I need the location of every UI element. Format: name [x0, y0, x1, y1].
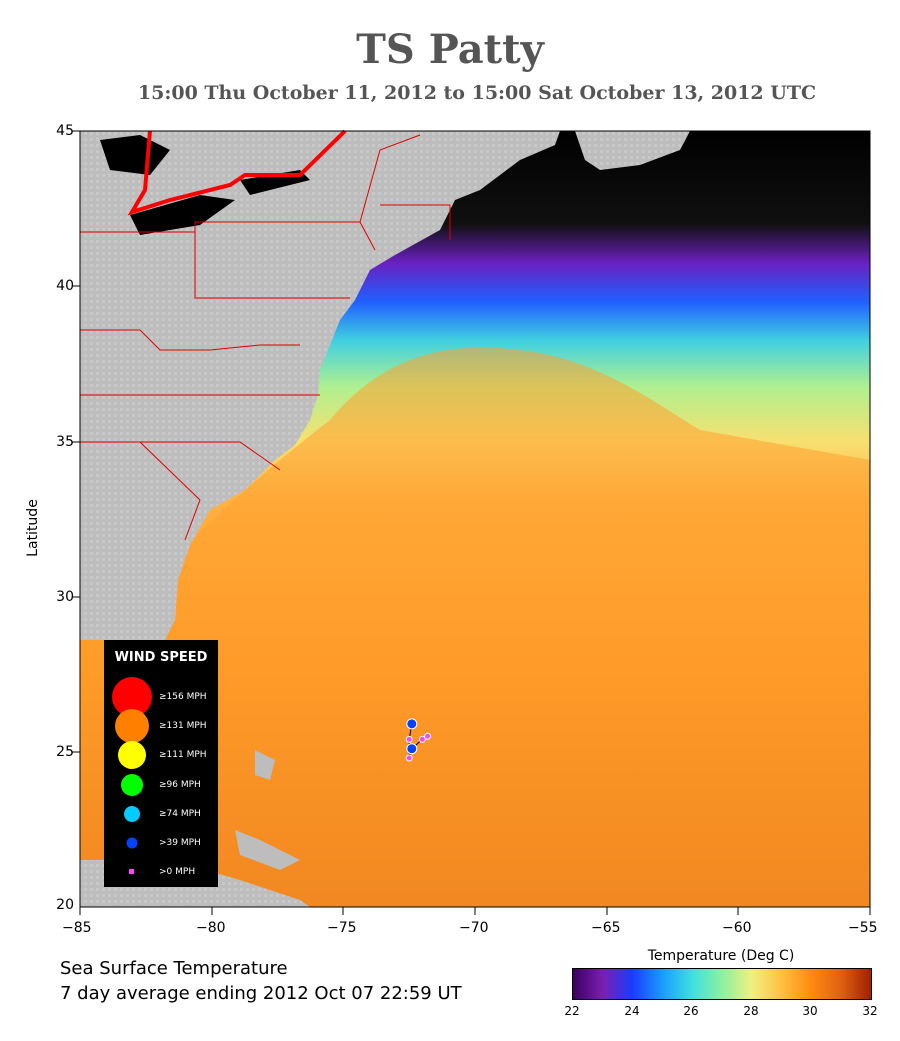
legend-label: >39 MPH — [159, 838, 201, 848]
lon-tick: −55 — [848, 920, 878, 936]
legend-marker-111 — [118, 741, 146, 769]
lat-tick: 20 — [56, 897, 74, 913]
storm-track-point — [406, 718, 418, 730]
storm-track-point — [406, 743, 418, 755]
legend-title: WIND SPEED — [114, 650, 208, 665]
legend-label: ≥156 MPH — [159, 692, 207, 702]
lon-tick: −75 — [327, 920, 357, 936]
colorbar-title: Temperature (Deg C) — [647, 948, 795, 964]
legend-label: ≥96 MPH — [159, 780, 201, 790]
lon-tick: −70 — [459, 920, 489, 936]
lat-tick: 30 — [56, 589, 74, 605]
lat-tick: 25 — [56, 744, 74, 760]
lon-tick: −80 — [196, 920, 226, 936]
colorbar-tick: 24 — [624, 1004, 640, 1018]
legend-marker-74 — [124, 806, 140, 822]
lat-tick: 45 — [56, 123, 74, 139]
lat-tick: 40 — [56, 278, 74, 294]
lon-tick: −85 — [62, 920, 92, 936]
storm-track-point — [424, 732, 432, 740]
legend-marker-0 — [129, 869, 134, 874]
legend-marker-39 — [126, 837, 138, 849]
legend-label: >0 MPH — [159, 867, 196, 877]
colorbar-tick: 26 — [683, 1004, 699, 1018]
chart-subtitle: 15:00 Thu October 11, 2012 to 15:00 Sat … — [137, 82, 817, 104]
colorbar-tick: 32 — [862, 1004, 878, 1018]
storm-track-point — [405, 735, 413, 743]
legend-marker-131 — [115, 709, 149, 743]
legend-label: ≥74 MPH — [159, 809, 201, 819]
lon-tick: −60 — [722, 920, 752, 936]
storm-track-point — [405, 754, 413, 762]
wind-speed-legend: WIND SPEED ≥156 MPH ≥131 MPH ≥111 MPH ≥9… — [104, 640, 218, 887]
legend-marker-156 — [112, 677, 152, 717]
chart-title: TS Patty — [356, 26, 544, 73]
footer-period: 7 day average ending 2012 Oct 07 22:59 U… — [60, 983, 462, 1004]
legend-label: ≥131 MPH — [159, 721, 207, 731]
colorbar-tick: 30 — [802, 1004, 818, 1018]
storm-track-point — [418, 735, 426, 743]
lon-tick: −65 — [591, 920, 621, 936]
colorbar — [572, 968, 872, 1000]
colorbar-tick: 22 — [564, 1004, 580, 1018]
footer-dataset: Sea Surface Temperature — [60, 958, 288, 979]
legend-marker-96 — [121, 774, 143, 796]
legend-label: ≥111 MPH — [159, 750, 207, 760]
storm-track — [405, 718, 432, 762]
colorbar-tick: 28 — [743, 1004, 759, 1018]
lat-tick: 35 — [56, 434, 74, 450]
